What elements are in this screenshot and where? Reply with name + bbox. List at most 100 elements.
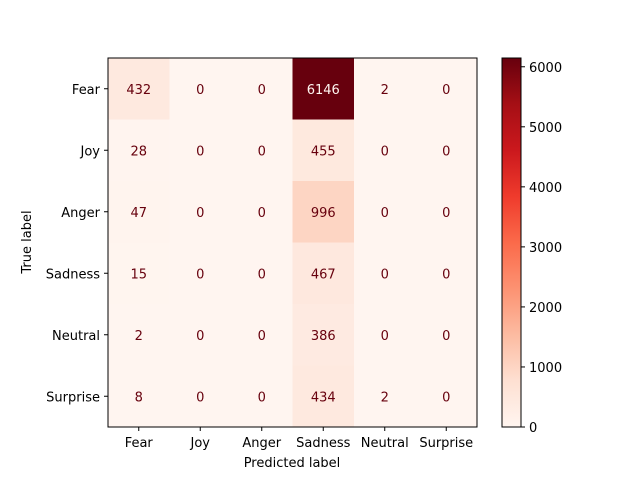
colorbar-tick-label: 3000 xyxy=(529,241,562,256)
heatmap-cell xyxy=(108,58,170,120)
cell-value-label: 0 xyxy=(196,267,204,282)
heatmap-cell xyxy=(415,119,478,182)
cell-value-label: 0 xyxy=(258,390,266,405)
cell-value-label: 47 xyxy=(130,206,147,221)
cell-value-label: 0 xyxy=(381,329,389,344)
y-tick-label: Neutral xyxy=(52,329,100,344)
heatmap-cell xyxy=(354,365,416,428)
heatmap-cell xyxy=(108,242,170,305)
cell-value-label: 0 xyxy=(381,267,389,282)
heatmap-cell xyxy=(354,304,416,366)
cell-value-label: 28 xyxy=(130,144,147,159)
heatmap-cell xyxy=(292,242,355,305)
cell-value-label: 0 xyxy=(258,206,266,221)
cell-value-label: 434 xyxy=(311,390,336,405)
x-tick-label: Sadness xyxy=(296,436,350,451)
cell-value-label: 0 xyxy=(381,144,389,159)
heatmap-cell xyxy=(169,181,232,243)
cell-value-label: 0 xyxy=(196,144,204,159)
cell-value-label: 0 xyxy=(258,267,266,282)
cell-value-label: 432 xyxy=(126,83,151,98)
cell-value-label: 6146 xyxy=(307,83,340,98)
cell-value-label: 0 xyxy=(381,206,389,221)
cell-value-label: 996 xyxy=(311,206,336,221)
heatmap-cell xyxy=(292,365,355,428)
cell-value-label: 2 xyxy=(381,83,389,98)
cell-value-label: 0 xyxy=(442,267,450,282)
y-tick-label: Fear xyxy=(72,83,101,98)
cell-value-label: 0 xyxy=(196,329,204,344)
colorbar-ticks: 0 1000 2000 3000 4000 5000 6000 xyxy=(521,61,562,436)
colorbar-tick-label: 1000 xyxy=(529,361,562,376)
cell-value-label: 0 xyxy=(258,144,266,159)
heatmap-cell xyxy=(169,365,232,428)
x-tick-label: Surprise xyxy=(419,436,473,451)
heatmap-cell xyxy=(169,58,232,120)
heatmap-cell xyxy=(415,242,478,305)
cell-value-label: 2 xyxy=(381,390,389,405)
x-axis-ticks: Fear Joy Anger Sadness Neutral Surprise xyxy=(125,427,473,451)
heatmap-cell xyxy=(108,119,170,182)
heatmap-cell xyxy=(231,119,293,182)
cell-value-label: 0 xyxy=(442,144,450,159)
cell-value-label: 2 xyxy=(135,329,143,344)
cell-value-label: 15 xyxy=(130,267,147,282)
colorbar-tick-label: 0 xyxy=(529,421,537,436)
heatmap-cell xyxy=(169,304,232,366)
colorbar-tick-label: 6000 xyxy=(529,61,562,76)
cell-value-label: 0 xyxy=(442,390,450,405)
y-tick-label: Anger xyxy=(61,206,100,221)
x-tick-label: Joy xyxy=(190,436,211,451)
cell-value-label: 467 xyxy=(311,267,336,282)
x-tick-label: Neutral xyxy=(361,436,409,451)
cell-value-label: 0 xyxy=(442,83,450,98)
y-axis-label: True label xyxy=(20,210,35,274)
heatmap-cell xyxy=(108,181,170,243)
cell-value-label: 0 xyxy=(258,329,266,344)
heatmap-cell xyxy=(415,181,478,243)
heatmap-cell xyxy=(354,242,416,305)
cell-value-label: 386 xyxy=(311,329,336,344)
cell-value-label: 0 xyxy=(442,206,450,221)
colorbar-tick-label: 2000 xyxy=(529,301,562,316)
cell-value-label: 0 xyxy=(196,206,204,221)
heatmap-cell xyxy=(108,304,170,366)
cell-value-label: 0 xyxy=(196,83,204,98)
heatmap-cell xyxy=(108,365,170,428)
x-axis-label: Predicted label xyxy=(244,456,341,471)
heatmap-cell xyxy=(354,181,416,243)
heatmap-cell xyxy=(231,181,293,243)
heatmap-cell xyxy=(415,58,478,120)
y-tick-label: Sadness xyxy=(46,267,100,282)
heatmap-cell xyxy=(169,119,232,182)
heatmap-cells xyxy=(108,58,478,428)
y-tick-label: Surprise xyxy=(46,390,100,405)
x-tick-label: Fear xyxy=(125,436,154,451)
heatmap-cell xyxy=(292,181,355,243)
heatmap-cell xyxy=(354,119,416,182)
heatmap-cell xyxy=(415,365,478,428)
heatmap-cell xyxy=(354,58,416,120)
heatmap-cell xyxy=(292,119,355,182)
heatmap-cell xyxy=(415,304,478,366)
heatmap-cell xyxy=(169,242,232,305)
heatmap-cell xyxy=(231,304,293,366)
cell-value-label: 8 xyxy=(135,390,143,405)
colorbar xyxy=(501,57,522,428)
colorbar-tick-label: 5000 xyxy=(529,121,562,136)
heatmap-cell-labels: 432 0 0 6146 2 028 0 0 455 0 047 0 0 996 0 015 0 0 467 0 02 0… xyxy=(126,83,450,406)
x-tick-label: Anger xyxy=(242,436,281,451)
cell-value-label: 0 xyxy=(258,83,266,98)
colorbar-tick-label: 4000 xyxy=(529,181,562,196)
y-axis-ticks: Fear Joy Anger Sadness Neutral Surprise xyxy=(46,83,108,405)
heatmap-cell xyxy=(231,242,293,305)
heatmap-cell xyxy=(292,58,355,120)
cell-value-label: 455 xyxy=(311,144,336,159)
heatmap-cell xyxy=(231,58,293,120)
y-tick-label: Joy xyxy=(80,144,101,159)
heatmap-cell xyxy=(231,365,293,428)
cell-value-label: 0 xyxy=(196,390,204,405)
heatmap-cell xyxy=(292,304,355,366)
cell-value-label: 0 xyxy=(442,329,450,344)
